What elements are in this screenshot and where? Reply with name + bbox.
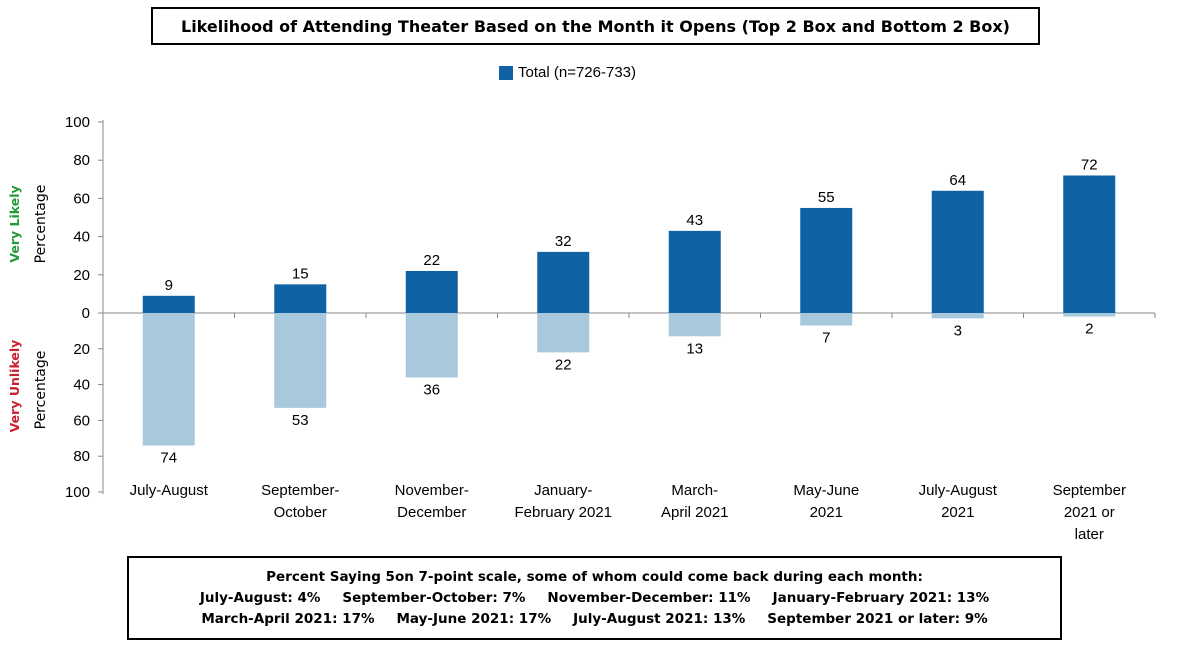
x-category-label: January- <box>534 482 592 499</box>
x-category-label: later <box>1075 526 1104 543</box>
x-category-label: September- <box>261 482 339 499</box>
very-unlikely-label: Very Unlikely <box>7 340 22 433</box>
bar-very-unlikely <box>537 313 590 353</box>
note-row-1: July-August: 4% September-October: 7% No… <box>200 588 989 609</box>
y-tick-label: 100 <box>65 114 90 131</box>
x-category-label: July-August <box>919 482 998 499</box>
data-label-very-unlikely: 13 <box>686 340 703 357</box>
bar-very-unlikely <box>931 313 984 319</box>
data-label-very-likely: 55 <box>818 189 835 206</box>
chart-legend: Total (n=726-733) <box>499 64 636 81</box>
note-item: May-June 2021: 17% <box>396 610 552 627</box>
y-axis-title-bottom: Percentage <box>33 351 49 430</box>
note-row-2: March-April 2021: 17% May-June 2021: 17%… <box>201 609 987 630</box>
note-item: September 2021 or later: 9% <box>767 610 988 627</box>
bar-very-unlikely <box>800 313 853 326</box>
note-item: November-December: 11% <box>547 589 751 606</box>
note-box: Percent Saying 5on 7-point scale, some o… <box>127 556 1062 640</box>
bar-very-likely <box>142 295 195 313</box>
note-item: September-October: 7% <box>342 589 526 606</box>
x-category-label: October <box>274 504 327 521</box>
data-label-very-likely: 43 <box>686 212 703 229</box>
very-likely-label: Very Likely <box>7 185 22 262</box>
data-label-very-unlikely: 74 <box>160 449 177 466</box>
bar-very-likely <box>800 207 853 313</box>
note-heading: Percent Saying 5on 7-point scale, some o… <box>266 568 923 585</box>
bar-very-unlikely <box>142 313 195 446</box>
y-tick-label: 100 <box>65 484 90 501</box>
data-label-very-unlikely: 36 <box>423 381 440 398</box>
bar-very-likely <box>668 230 721 313</box>
data-label-very-unlikely: 22 <box>555 356 572 373</box>
data-label-very-likely: 72 <box>1081 156 1098 173</box>
x-category-label: March- <box>671 482 718 499</box>
data-label-very-likely: 15 <box>292 265 309 282</box>
x-category-label: July-August <box>130 482 209 499</box>
note-item: March-April 2021: 17% <box>201 610 375 627</box>
data-label-very-likely: 9 <box>165 277 173 294</box>
bar-very-unlikely <box>405 313 458 378</box>
x-category-label: 2021 <box>941 504 974 521</box>
y-tick-label: 20 <box>73 341 90 358</box>
data-label-very-unlikely: 7 <box>822 330 830 347</box>
bar-very-unlikely <box>1063 313 1116 317</box>
legend-label: Total (n=726-733) <box>518 64 636 81</box>
data-label-very-likely: 32 <box>555 233 572 250</box>
y-tick-label: 20 <box>73 267 90 284</box>
bar-very-likely <box>1063 175 1116 313</box>
x-category-label: September <box>1053 482 1126 499</box>
x-category-label: November- <box>395 482 469 499</box>
bar-very-likely <box>405 270 458 313</box>
y-tick-label: 60 <box>73 190 90 207</box>
data-label-very-unlikely: 53 <box>292 412 309 429</box>
legend-swatch <box>499 65 513 80</box>
note-item: July-August: 4% <box>199 589 321 606</box>
x-category-label: April 2021 <box>661 504 729 521</box>
note-item: July-August 2021: 13% <box>573 610 746 627</box>
bar-very-likely <box>274 284 327 313</box>
x-category-label: May-June <box>793 482 859 499</box>
data-label-very-unlikely: 2 <box>1085 321 1093 338</box>
note-item: January-February 2021: 13% <box>772 589 990 606</box>
y-tick-label: 80 <box>73 448 90 465</box>
data-label-very-unlikely: 3 <box>954 322 962 339</box>
y-tick-label: 40 <box>73 229 90 246</box>
x-category-label: 2021 or <box>1064 504 1115 521</box>
y-axis-title-top: Percentage <box>33 185 49 264</box>
x-category-label: December <box>397 504 466 521</box>
chart-title: Likelihood of Attending Theater Based on… <box>151 7 1040 45</box>
bar-very-likely <box>931 190 984 313</box>
bar-very-unlikely <box>668 313 721 337</box>
data-label-very-likely: 64 <box>949 172 966 189</box>
y-tick-label: 40 <box>73 377 90 394</box>
data-label-very-likely: 22 <box>423 252 440 269</box>
bar-very-likely <box>537 251 590 313</box>
y-tick-label: 60 <box>73 412 90 429</box>
x-category-label: February 2021 <box>514 504 612 521</box>
y-tick-label: 80 <box>73 152 90 169</box>
x-category-label: 2021 <box>810 504 843 521</box>
y-tick-label: 0 <box>82 305 90 322</box>
bar-very-unlikely <box>274 313 327 408</box>
bar-chart: 0 20 40 60 80 100 20 40 60 80 100 9 74 July-August 15 5… <box>7 114 1156 543</box>
